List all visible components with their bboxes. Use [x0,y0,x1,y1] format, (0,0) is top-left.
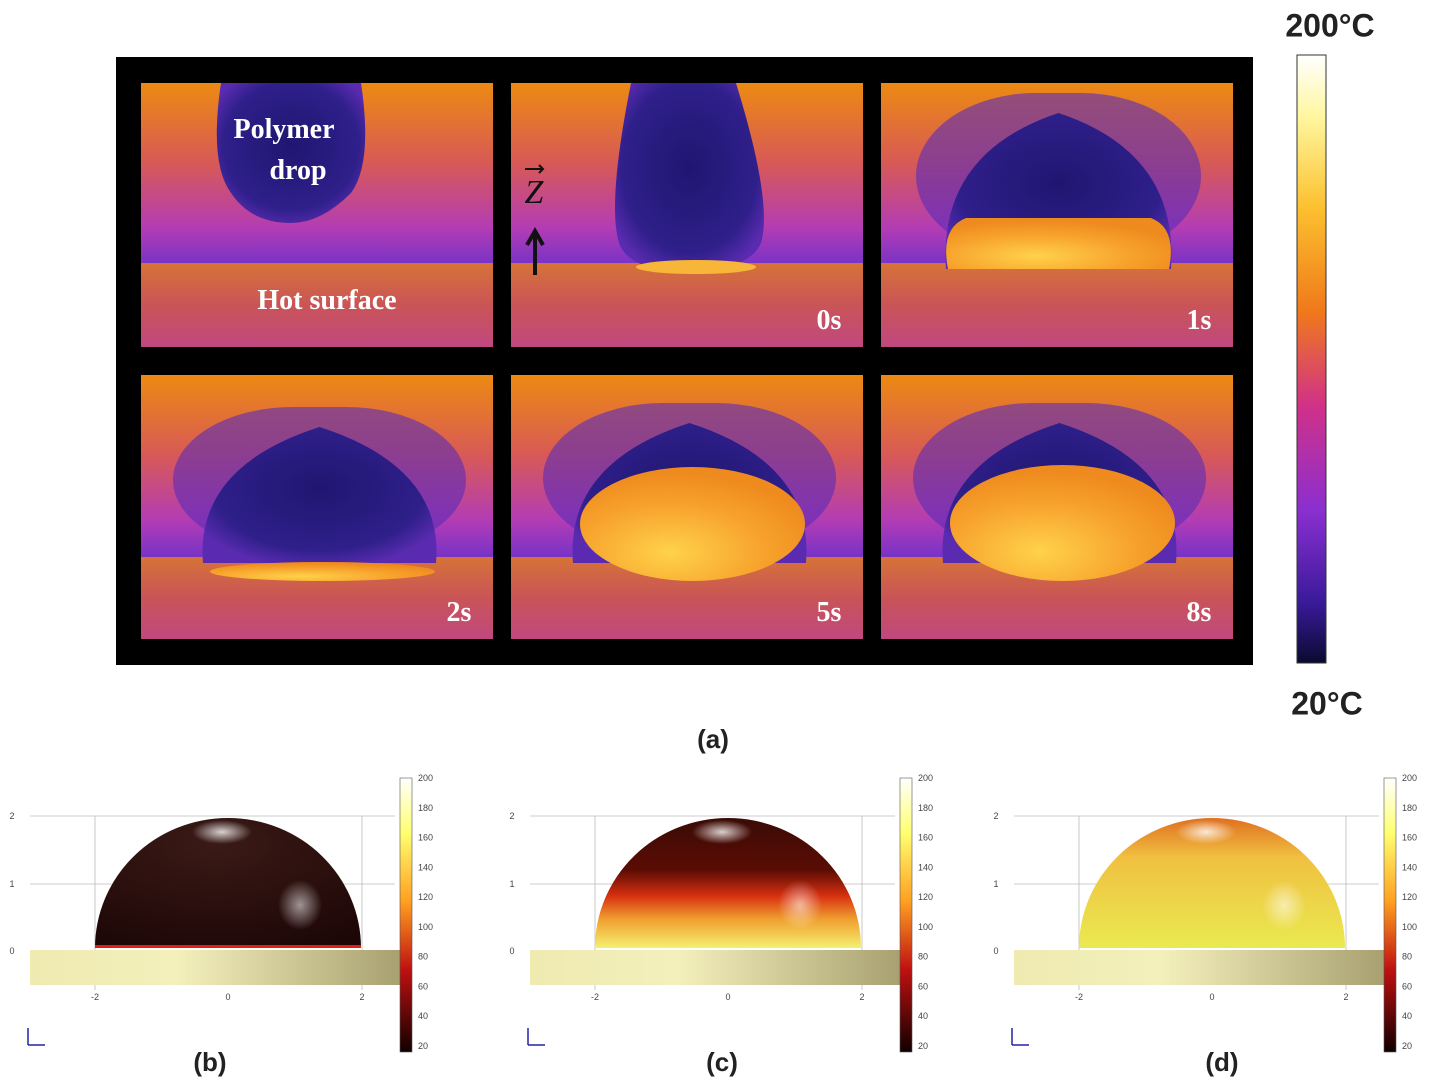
axes-triad [528,1028,545,1045]
colorbar-tick-label: 200 [1402,773,1417,783]
panel-label: (c) [706,1047,738,1077]
time-label: 8s [1187,597,1212,628]
thermal-frame: 0s Z [511,83,863,347]
x-tick-label: 2 [1343,992,1348,1002]
colorbar-tick-label: 100 [918,922,933,932]
colorbar-tick-label: 100 [418,922,433,932]
colorbar-tick-label: 40 [1402,1011,1412,1021]
y-tick-label: 0 [993,946,998,956]
colorbar-tick-label: 160 [1402,833,1417,843]
surface [511,263,863,347]
colorbar-tick-label: 40 [918,1011,928,1021]
axis-label: Z [525,174,545,211]
plate [530,950,900,985]
surface-label: Hot surface [257,285,396,316]
colorbar-tick-label: 80 [418,952,428,962]
panel-label: (b) [193,1047,226,1077]
x-tick-label: 0 [1209,992,1214,1002]
colorbar-tick-label: 140 [918,862,933,872]
colorbar-tick-label: 80 [1402,952,1412,962]
axes-triad [28,1028,45,1045]
y-tick-label: 2 [509,811,514,821]
surface [881,263,1233,347]
colorbar-tick-label: 180 [1402,803,1417,813]
panel-label: (a) [697,724,729,754]
drop-label: drop [269,155,326,186]
time-label: 0s [817,305,842,336]
sim-colorbar [1384,778,1396,1052]
x-tick-label: 2 [359,992,364,1002]
axes-triad [1012,1028,1029,1045]
time-label: 1s [1187,305,1212,336]
colorbar-tick-label: 140 [418,862,433,872]
simulation-panel: 2 1 0 -2 0 2 200 180 160 140 120 100 80 60 40 20 (d) [993,773,1417,1077]
y-tick-label: 0 [9,946,14,956]
drop [615,83,764,271]
hot [210,562,435,581]
thermal-frame: 5s [511,375,863,639]
y-tick-label: 2 [9,811,14,821]
colorbar-tick-label: 120 [418,892,433,902]
colorbar-tick-label: 180 [418,803,433,813]
min-line [95,945,361,948]
colorbar-tick-label: 200 [918,773,933,783]
thermal-frame: 2s [141,375,493,639]
hot-spot [636,260,756,274]
highlight [1176,820,1236,844]
y-tick-label: 1 [993,879,998,889]
colorbar-tick-label: 20 [918,1041,928,1051]
colorbar-tick-label: 60 [918,981,928,991]
highlight [278,880,322,930]
time-label: 5s [817,597,842,628]
y-tick-label: 1 [9,879,14,889]
colorbar-tick-label: 60 [418,981,428,991]
colorbar-tick-label: 160 [418,833,433,843]
sim-colorbar [900,778,912,1052]
colorbar-tick-label: 100 [1402,922,1417,932]
colorbar-max: 200°C [1285,7,1374,43]
thermal-frame: 8s [881,375,1233,639]
thermal-frame: 1s [881,83,1233,347]
colorbar-tick-label: 40 [418,1011,428,1021]
plate [30,950,400,985]
x-tick-label: 2 [859,992,864,1002]
colorbar-tick-label: 180 [918,803,933,813]
highlight [192,820,252,844]
thermal-frame: Polymer drop Hot surface [141,83,493,347]
hot [946,218,1171,269]
colorbar-tick-label: 80 [918,952,928,962]
y-tick-label: 0 [509,946,514,956]
colorbar-tick-label: 160 [918,833,933,843]
figure: 200°C 20°C (a) Polymer drop Hot surface 0s Z… [0,0,1445,1087]
time-label: 2s [447,597,472,628]
colorbar-tick-label: 20 [418,1041,428,1051]
sim-colorbar [400,778,412,1052]
panel-label: (d) [1205,1047,1238,1077]
colorbar-tick-label: 200 [418,773,433,783]
colorbar-tick-label: 120 [918,892,933,902]
plate [1014,950,1384,985]
colorbar-tick-label: 60 [1402,981,1412,991]
hot [580,467,805,581]
highlight [778,880,822,930]
simulation-panel: 2 1 0 -2 0 2 200 180 160 140 120 100 80 60 40 20 (c) [509,773,933,1077]
x-tick-label: -2 [91,992,99,1002]
highlight [1262,880,1306,930]
colorbar-tick-label: 20 [1402,1041,1412,1051]
x-tick-label: -2 [591,992,599,1002]
highlight [692,820,752,844]
drop-label: Polymer [233,114,334,145]
colorbar-min: 20°C [1291,685,1363,721]
y-tick-label: 1 [509,879,514,889]
simulation-panel: 2 1 0 -2 0 2 200 180 160 140 120 100 80 60 40 20 (b) [9,773,433,1077]
x-tick-label: 0 [225,992,230,1002]
y-tick-label: 2 [993,811,998,821]
x-tick-label: 0 [725,992,730,1002]
colorbar-tick-label: 120 [1402,892,1417,902]
colorbar [1297,55,1326,663]
x-tick-label: -2 [1075,992,1083,1002]
colorbar-tick-label: 140 [1402,862,1417,872]
hot [950,465,1175,581]
